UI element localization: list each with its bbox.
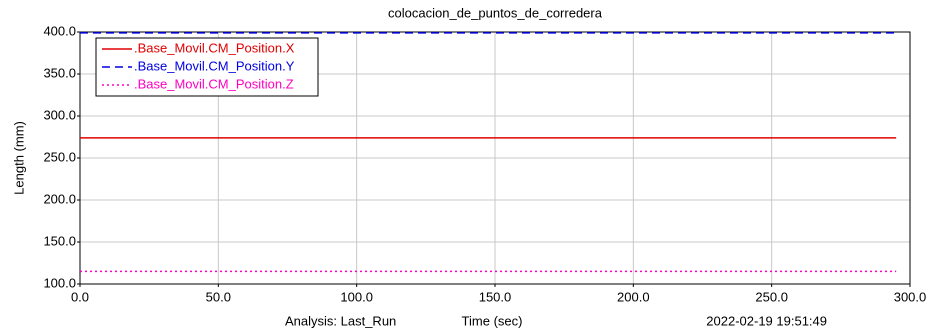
legend-label: .Base_Movil.CM_Position.Z (134, 76, 294, 91)
legend-box (95, 37, 319, 97)
x-tick-label: 150.0 (479, 289, 512, 304)
y-tick-label: 250.0 (43, 149, 76, 164)
x-tick-label: 200.0 (617, 289, 650, 304)
plot-frame (79, 31, 911, 285)
x-tick-label: 100.0 (340, 289, 373, 304)
x-axis-label: Time (sec) (462, 313, 523, 328)
y-tick-label: 400.0 (43, 23, 76, 38)
y-axis-label: Length (mm) (11, 121, 26, 195)
legend-label: .Base_Movil.CM_Position.Y (134, 58, 295, 73)
y-tick-label: 100.0 (43, 275, 76, 290)
x-tick-label: 250.0 (755, 289, 788, 304)
y-tick-label: 300.0 (43, 107, 76, 122)
y-tick-label: 350.0 (43, 65, 76, 80)
legend-label: .Base_Movil.CM_Position.X (134, 40, 295, 55)
x-tick-label: 300.0 (894, 289, 927, 304)
footer-left: Analysis: Last_Run (285, 313, 396, 328)
y-tick-label: 200.0 (43, 191, 76, 206)
footer-right: 2022-02-19 19:51:49 (706, 313, 827, 328)
y-tick-label: 150.0 (43, 233, 76, 248)
x-tick-label: 50.0 (206, 289, 231, 304)
chart-title: colocacion_de_puntos_de_corredera (388, 5, 603, 20)
x-tick-label: 0.0 (71, 289, 89, 304)
